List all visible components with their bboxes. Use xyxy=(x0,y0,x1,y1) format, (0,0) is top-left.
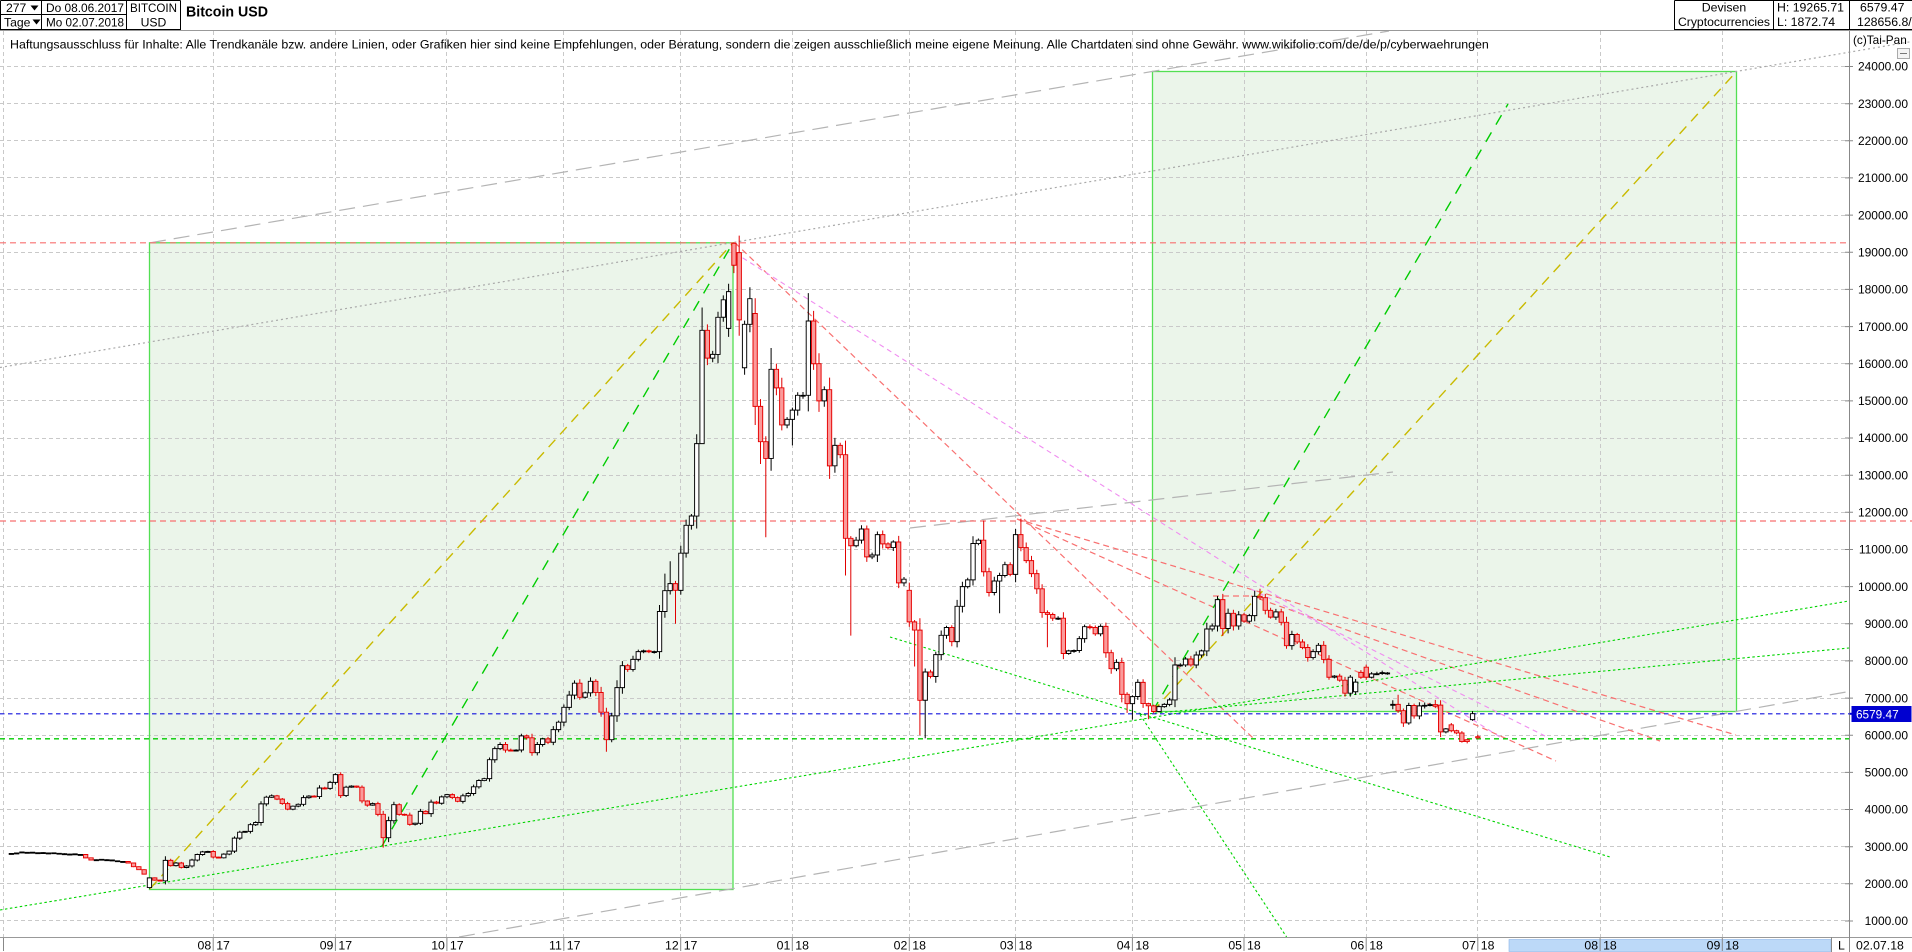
svg-text:15000.00: 15000.00 xyxy=(1858,394,1908,408)
svg-text:Cryptocurrencies: Cryptocurrencies xyxy=(1678,15,1770,29)
svg-text:24000.00: 24000.00 xyxy=(1858,60,1908,74)
svg-text:13000.00: 13000.00 xyxy=(1858,468,1908,482)
svg-text:18: 18 xyxy=(1019,939,1033,952)
svg-text:4000.00: 4000.00 xyxy=(1865,803,1909,817)
svg-text:128656.8/: 128656.8/ xyxy=(1857,15,1912,29)
svg-text:10: 10 xyxy=(431,939,445,952)
svg-text:7000.00: 7000.00 xyxy=(1865,691,1909,705)
svg-text:01: 01 xyxy=(777,939,791,952)
svg-text:17000.00: 17000.00 xyxy=(1858,320,1908,334)
svg-text:6579.47: 6579.47 xyxy=(1860,1,1905,15)
svg-text:03: 03 xyxy=(1000,939,1014,952)
svg-text:18: 18 xyxy=(1603,939,1617,952)
svg-text:2000.00: 2000.00 xyxy=(1865,877,1909,891)
svg-text:17: 17 xyxy=(338,939,352,952)
svg-text:Mo 02.07.2018: Mo 02.07.2018 xyxy=(46,16,124,30)
svg-text:05: 05 xyxy=(1228,939,1242,952)
svg-text:02.07.18: 02.07.18 xyxy=(1856,939,1904,952)
svg-text:18: 18 xyxy=(1369,939,1383,952)
svg-text:17: 17 xyxy=(684,939,698,952)
svg-text:1000.00: 1000.00 xyxy=(1865,914,1909,928)
svg-text:5000.00: 5000.00 xyxy=(1865,766,1909,780)
svg-text:23000.00: 23000.00 xyxy=(1858,97,1908,111)
svg-text:H: 19265.71: H: 19265.71 xyxy=(1777,1,1844,15)
svg-text:Devisen: Devisen xyxy=(1702,1,1747,15)
svg-text:12000.00: 12000.00 xyxy=(1858,506,1908,520)
svg-text:06: 06 xyxy=(1351,939,1365,952)
svg-text:11: 11 xyxy=(549,939,562,952)
svg-text:08: 08 xyxy=(198,939,212,952)
svg-text:14000.00: 14000.00 xyxy=(1858,431,1908,445)
svg-text:20000.00: 20000.00 xyxy=(1858,208,1908,222)
svg-text:19000.00: 19000.00 xyxy=(1858,245,1908,259)
svg-text:18: 18 xyxy=(912,939,926,952)
svg-text:17: 17 xyxy=(216,939,230,952)
svg-text:BITCOIN: BITCOIN xyxy=(130,1,177,15)
svg-text:08: 08 xyxy=(1584,939,1598,952)
svg-text:10000.00: 10000.00 xyxy=(1858,580,1908,594)
svg-text:17: 17 xyxy=(450,939,464,952)
svg-text:Tage: Tage xyxy=(4,16,31,30)
svg-text:11000.00: 11000.00 xyxy=(1859,543,1908,557)
svg-text:18: 18 xyxy=(1725,939,1739,952)
svg-text:16000.00: 16000.00 xyxy=(1858,357,1908,371)
svg-text:L: 1872.74: L: 1872.74 xyxy=(1777,15,1835,29)
svg-text:L: L xyxy=(1838,939,1845,952)
svg-text:17: 17 xyxy=(567,939,581,952)
svg-text:277: 277 xyxy=(6,1,27,15)
svg-text:12: 12 xyxy=(665,939,679,952)
svg-text:18: 18 xyxy=(1135,939,1149,952)
svg-text:02: 02 xyxy=(894,939,908,952)
svg-text:21000.00: 21000.00 xyxy=(1858,171,1908,185)
svg-text:18: 18 xyxy=(795,939,809,952)
svg-text:04: 04 xyxy=(1117,939,1131,952)
svg-text:18: 18 xyxy=(1481,939,1495,952)
svg-text:6579.47: 6579.47 xyxy=(1856,708,1899,722)
svg-text:Do 08.06.2017: Do 08.06.2017 xyxy=(46,1,124,15)
svg-text:18: 18 xyxy=(1247,939,1261,952)
svg-text:8000.00: 8000.00 xyxy=(1865,654,1909,668)
svg-text:09: 09 xyxy=(320,939,334,952)
svg-text:Bitcoin USD: Bitcoin USD xyxy=(186,4,268,21)
svg-text:18000.00: 18000.00 xyxy=(1858,283,1908,297)
svg-text:6000.00: 6000.00 xyxy=(1865,728,1909,742)
svg-text:09: 09 xyxy=(1707,939,1721,952)
svg-text:(c)Tai-Pan: (c)Tai-Pan xyxy=(1853,33,1907,47)
svg-text:07: 07 xyxy=(1462,939,1476,952)
svg-text:9000.00: 9000.00 xyxy=(1865,617,1909,631)
svg-text:USD: USD xyxy=(141,16,167,30)
svg-text:Haftungsausschluss für Inhalte: Haftungsausschluss für Inhalte: Alle Tre… xyxy=(10,38,1489,52)
svg-text:3000.00: 3000.00 xyxy=(1865,840,1909,854)
svg-text:22000.00: 22000.00 xyxy=(1858,134,1908,148)
